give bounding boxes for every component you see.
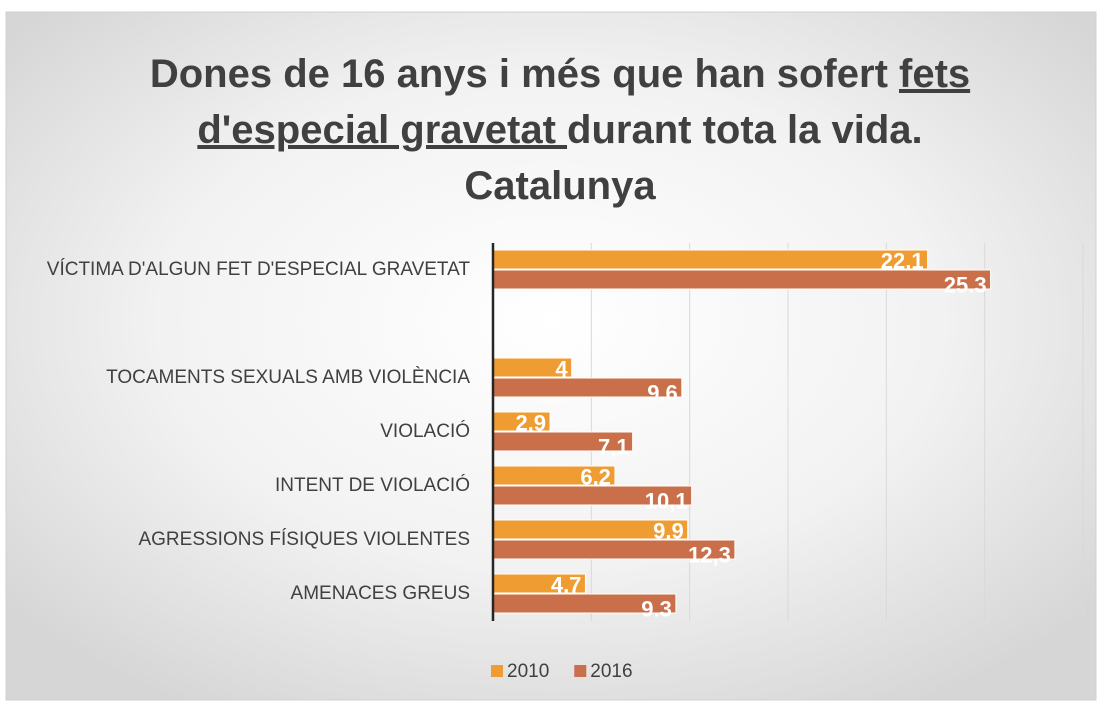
y-tick-label: VIOLACIÓ xyxy=(380,420,470,442)
data-label: 9,9 xyxy=(653,518,684,543)
y-tick-label: AGRESSIONS FÍSIQUES VIOLENTES xyxy=(138,529,470,550)
legend-label: 2016 xyxy=(590,661,632,682)
legend-swatch xyxy=(491,665,503,677)
title-segment: fets xyxy=(899,52,970,96)
data-label: 9.3 xyxy=(641,596,672,621)
legend-label: 2010 xyxy=(507,661,549,682)
y-tick-label: AMENACES GREUS xyxy=(291,583,470,604)
data-label: 10,1 xyxy=(645,488,688,513)
data-label: 25.3 xyxy=(944,272,987,297)
bar xyxy=(492,249,929,270)
title-segment: d'especial gravetat xyxy=(197,108,567,152)
data-label: 22,1 xyxy=(881,248,924,273)
title-segment: durant tota la vida. xyxy=(567,108,923,152)
legend-swatch xyxy=(574,665,587,677)
bar xyxy=(492,269,992,290)
title-segment: Dones de 16 anys i més que han sofert xyxy=(150,52,899,96)
y-tick-label: INTENT DE VIOLACIÓ xyxy=(275,474,470,496)
y-tick-label: TOCAMENTS SEXUALS AMB VIOLÈNCIA xyxy=(106,367,470,388)
data-label: 12,3 xyxy=(688,542,731,567)
data-label: 4,7 xyxy=(551,572,582,597)
chart-title: Dones de 16 anys i més que han sofert fe… xyxy=(150,52,970,96)
data-label: 6,2 xyxy=(580,464,611,489)
data-label: 9.6 xyxy=(647,380,678,405)
data-label: 7,1 xyxy=(598,434,629,459)
chart-title: Catalunya xyxy=(464,164,656,208)
title-segment: Catalunya xyxy=(464,164,656,208)
data-label: 2,9 xyxy=(515,410,546,435)
chart-title: d'especial gravetat durant tota la vida. xyxy=(197,108,922,152)
data-label: 4 xyxy=(555,356,568,381)
y-tick-label: VÍCTIMA D'ALGUN FET D'ESPECIAL GRAVETAT xyxy=(47,259,471,280)
